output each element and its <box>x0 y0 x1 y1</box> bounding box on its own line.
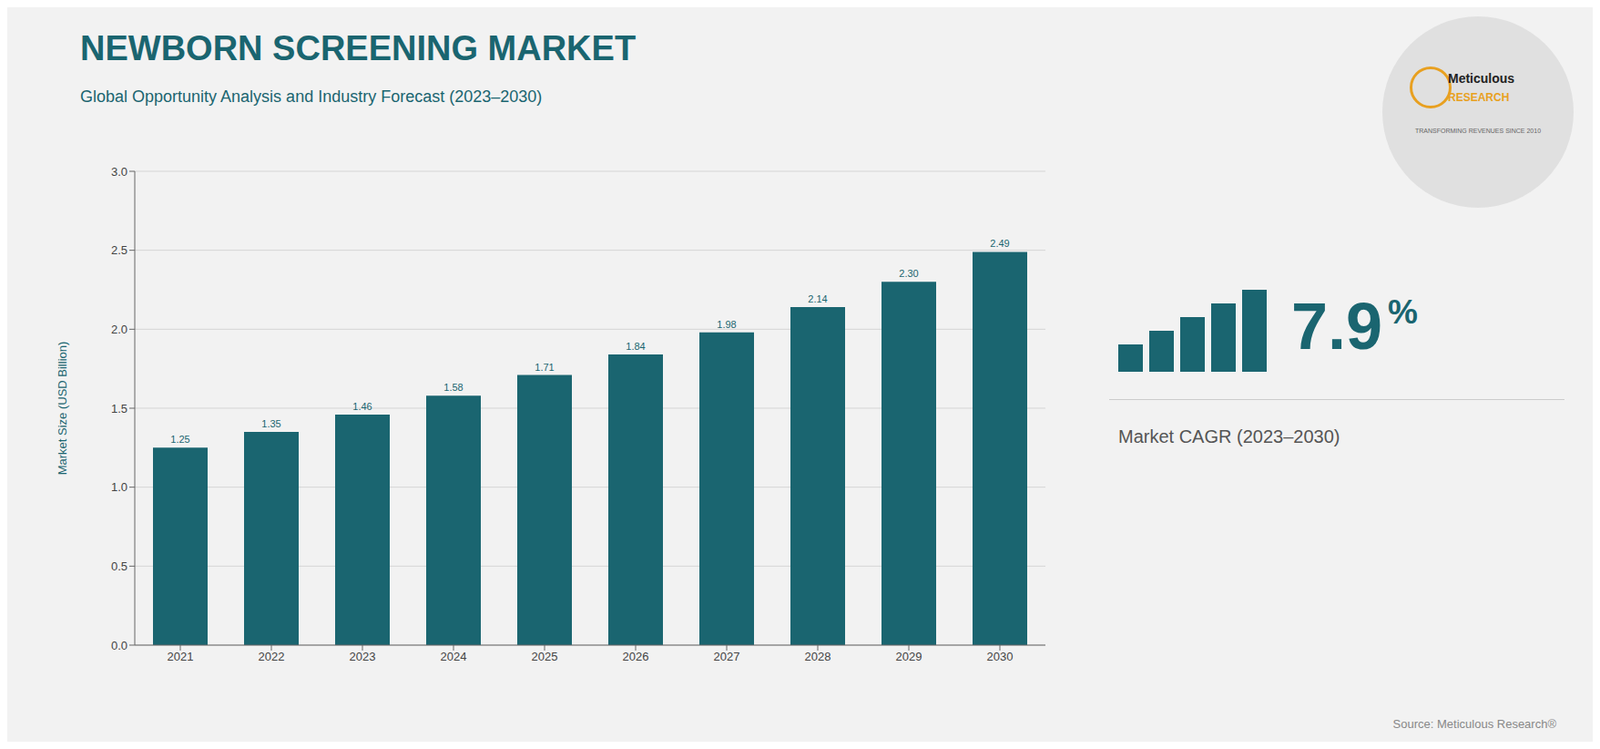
svg-text:1.46: 1.46 <box>352 400 372 412</box>
html-text:Market CAGR (2023–2030): Market CAGR (2023–2030) <box>1118 426 1341 447</box>
svg-text:1.98: 1.98 <box>716 318 736 330</box>
svg-text:2028: 2028 <box>805 649 832 663</box>
svg-text:2.49: 2.49 <box>989 237 1009 249</box>
svg-text:2029: 2029 <box>896 649 923 663</box>
svg-text:2027: 2027 <box>713 649 741 663</box>
svg-text:1.71: 1.71 <box>534 361 554 373</box>
svg-text:1.5: 1.5 <box>111 401 128 416</box>
svg-text:1.84: 1.84 <box>625 340 645 352</box>
svg-text:1.58: 1.58 <box>443 381 463 393</box>
svg-text:2.0: 2.0 <box>111 322 128 337</box>
svg-text:2023: 2023 <box>349 649 377 663</box>
svg-text:2.14: 2.14 <box>807 293 827 305</box>
svg-text:1.25: 1.25 <box>170 433 190 445</box>
svg-text:3.0: 3.0 <box>111 164 128 179</box>
html-text:RESEARCH: RESEARCH <box>1447 91 1510 104</box>
html-text:Global Opportunity Analysis an: Global Opportunity Analysis and Industry… <box>80 87 543 106</box>
svg-text:2.5: 2.5 <box>111 243 128 257</box>
svg-text:1.35: 1.35 <box>261 417 281 429</box>
svg-text:Market Size (USD Billion): Market Size (USD Billion) <box>55 341 70 476</box>
svg-text:0.5: 0.5 <box>111 559 128 573</box>
svg-text:2024: 2024 <box>440 649 468 663</box>
svg-text:1.0: 1.0 <box>111 479 128 494</box>
html-text:Meticulous: Meticulous <box>1447 71 1515 86</box>
html-text:Source: Meticulous Research®: Source: Meticulous Research® <box>1392 716 1557 731</box>
svg-text:2026: 2026 <box>622 649 650 663</box>
html-text:NEWBORN SCREENING MARKET: NEWBORN SCREENING MARKET <box>80 29 636 68</box>
svg-text:2030: 2030 <box>987 649 1014 663</box>
svg-text:2025: 2025 <box>531 649 559 663</box>
svg-text:2.30: 2.30 <box>898 267 918 279</box>
html-text:7.9%: 7.9% <box>1291 289 1418 363</box>
svg-text:0.0: 0.0 <box>111 638 128 653</box>
svg-text:2021: 2021 <box>167 649 194 663</box>
svg-text:2022: 2022 <box>258 649 286 663</box>
html-text:TRANSFORMING REVENUES SINCE 20: TRANSFORMING REVENUES SINCE 2010 <box>1415 127 1541 134</box>
